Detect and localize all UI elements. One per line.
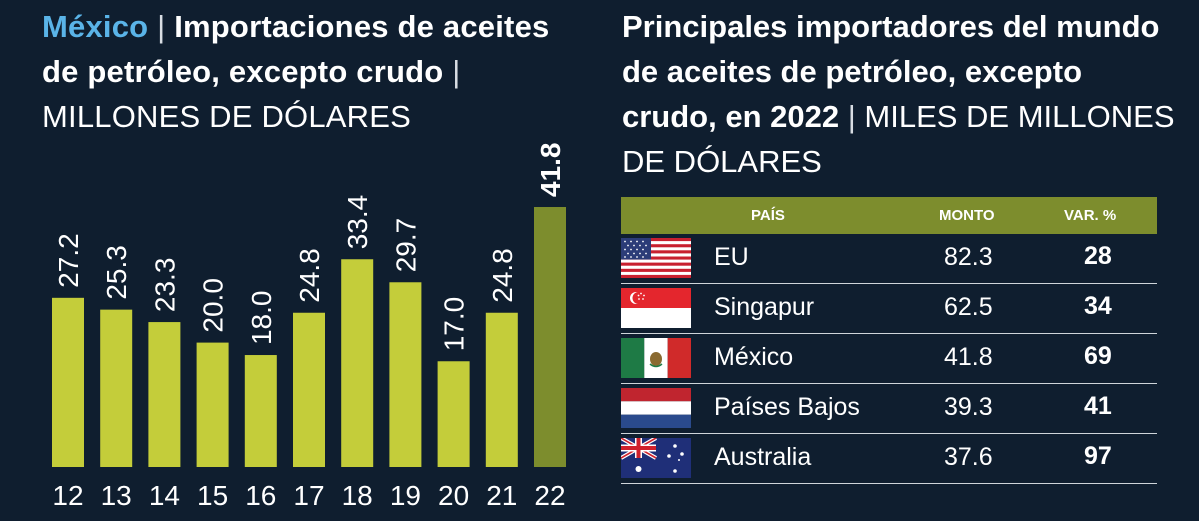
table-row: Países Bajos 39.3 41	[621, 384, 1157, 434]
value-label: 33.4	[342, 195, 373, 250]
bar-15	[196, 342, 229, 467]
value-label: 25.3	[101, 245, 132, 300]
table-row: EU 82.3 28	[621, 234, 1157, 284]
mexico-flag-icon	[621, 338, 691, 378]
amount-value: 37.6	[944, 443, 993, 471]
bar-chart: 27.2 12 25.3 13 23.3 14 20.0 15 18.0 16 24.8 17 33.4…	[52, 143, 566, 511]
value-label: 24.8	[294, 248, 325, 303]
left-chart-title: México | Importaciones de aceites de pet…	[42, 4, 562, 139]
table-row: Australia 37.6 97	[621, 434, 1157, 484]
table-row: Singapur 62.5 34	[621, 284, 1157, 334]
country-name: Australia	[714, 443, 812, 471]
bar-19	[389, 282, 422, 467]
amount-value: 62.5	[944, 293, 993, 321]
table-title-unit: MILES DE MILLONES DE DÓLARES	[622, 99, 1175, 179]
category-label: 14	[149, 480, 180, 511]
unit-separator: |	[452, 54, 461, 89]
bar-20	[437, 361, 470, 467]
value-label: 18.0	[246, 291, 277, 346]
category-label: 17	[293, 480, 324, 511]
title-text: Importaciones de aceites de petróleo, ex…	[42, 9, 550, 89]
right-table-title: Principales importadores del mundo de ac…	[622, 4, 1182, 184]
amount-value: 82.3	[944, 243, 993, 271]
category-label: 16	[245, 480, 276, 511]
bar-16	[244, 355, 277, 467]
category-label: 22	[534, 480, 565, 511]
table-row: México 41.8 69	[621, 334, 1157, 384]
var-value: 34	[1084, 292, 1112, 320]
category-label: 20	[438, 480, 469, 511]
var-value: 69	[1084, 342, 1112, 370]
header-var: VAR. %	[1064, 207, 1117, 224]
category-label: 15	[197, 480, 228, 511]
table-title-text: Principales importadores del mundo de ac…	[622, 9, 1160, 134]
bar-13	[100, 309, 133, 467]
australia-flag-icon	[621, 438, 691, 478]
country-name: Singapur	[714, 293, 815, 321]
importers-table: PAÍS MONTO VAR. %	[621, 197, 1157, 484]
bar-21	[485, 312, 518, 467]
header-amount: MONTO	[939, 207, 995, 224]
bar-22	[534, 207, 566, 467]
value-label: 17.0	[439, 297, 470, 351]
bar-12	[52, 297, 84, 467]
header-country: PAÍS	[751, 207, 785, 224]
amount-value: 39.3	[944, 393, 993, 421]
usa-flag-icon	[621, 238, 691, 278]
category-label: 13	[101, 480, 132, 511]
category-label: 12	[52, 480, 83, 511]
country-name: Países Bajos	[714, 393, 860, 421]
table-title-separator: |	[847, 99, 856, 134]
category-label: 21	[486, 480, 517, 511]
singapore-flag-icon	[621, 288, 691, 328]
value-label: 23.3	[149, 258, 180, 313]
value-label: 29.7	[390, 218, 421, 273]
country-name: EU	[714, 243, 749, 271]
category-label: 19	[390, 480, 421, 511]
table-header: PAÍS MONTO VAR. %	[621, 197, 1157, 234]
title-unit: MILLONES DE DÓLARES	[42, 99, 412, 134]
value-label: 41.8	[535, 143, 566, 198]
amount-value: 41.8	[944, 343, 993, 371]
var-value: 28	[1084, 242, 1112, 270]
value-label: 20.0	[198, 278, 229, 333]
bar-18	[341, 259, 374, 467]
category-label: 18	[342, 480, 373, 511]
var-value: 41	[1084, 392, 1112, 420]
netherlands-flag-icon	[621, 388, 691, 428]
value-label: 24.8	[487, 248, 518, 303]
title-separator: |	[157, 9, 166, 44]
bar-17	[293, 312, 325, 467]
var-value: 97	[1084, 442, 1112, 470]
bar-14	[148, 322, 181, 467]
country-name: México	[714, 343, 794, 371]
value-label: 27.2	[53, 233, 84, 288]
title-country: México	[42, 9, 149, 44]
